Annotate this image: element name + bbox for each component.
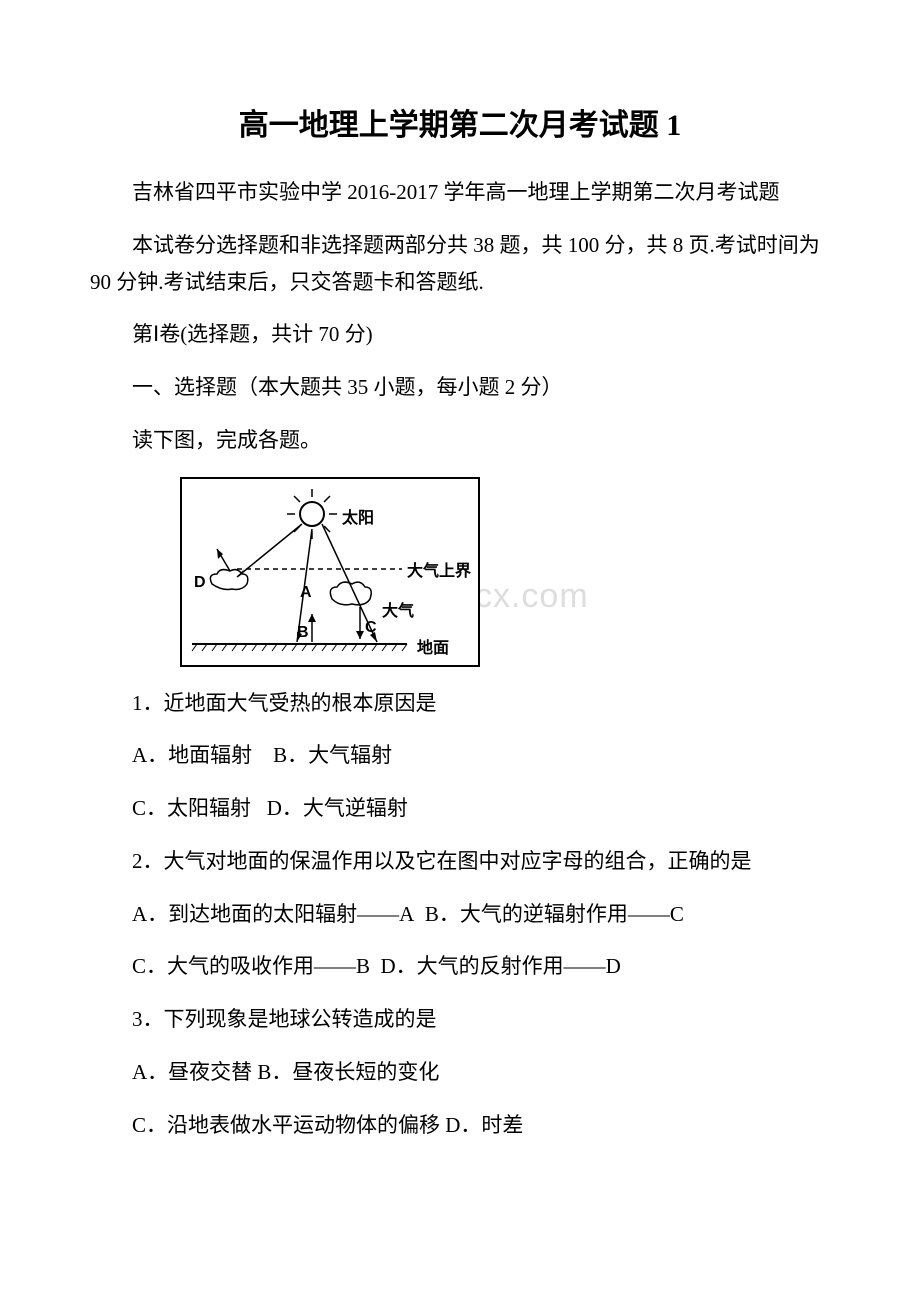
intro-paragraph-2: 本试卷分选择题和非选择题两部分共 38 题，共 100 分，共 8 页.考试时间… (90, 227, 830, 301)
atmosphere-top-label: 大气上界 (407, 557, 471, 581)
q3-stem: 3．下列现象是地球公转造成的是 (90, 1001, 830, 1038)
q1-option-a: A．地面辐射 (132, 743, 252, 767)
label-d: D (194, 574, 206, 592)
q1-stem: 1．近地面大气受热的根本原因是 (90, 685, 830, 722)
label-c: C (365, 619, 377, 637)
q3-options-row1: A．昼夜交替 B．昼夜长短的变化 (90, 1054, 830, 1091)
q3-option-b: B．昼夜长短的变化 (257, 1060, 439, 1084)
section-2-label: 一、选择题（本大题共 35 小题，每小题 2 分） (90, 369, 830, 406)
q2-options-row2: C．大气的吸收作用——B D．大气的反射作用——D (90, 948, 830, 985)
q1-option-b: B．大气辐射 (273, 743, 392, 767)
q2-stem: 2．大气对地面的保温作用以及它在图中对应字母的组合，正确的是 (90, 843, 830, 880)
q1-option-c: C．太阳辐射 (132, 796, 251, 820)
q3-option-a: A．昼夜交替 (132, 1060, 252, 1084)
q2-option-d: D．大气的反射作用——D (381, 954, 621, 978)
q2-option-c: C．大气的吸收作用——B (132, 954, 370, 978)
section-1-label: 第Ⅰ卷(选择题，共计 70 分) (90, 316, 830, 353)
q2-options-row1: A．到达地面的太阳辐射——A B．大气的逆辐射作用——C (90, 896, 830, 933)
page-title: 高一地理上学期第二次月考试题 1 (90, 100, 830, 144)
q1-options-row1: A．地面辐射 B．大气辐射 (90, 737, 830, 774)
sun-label: 太阳 (342, 504, 374, 528)
radiation-diagram: 太阳 大气上界 大气 地面 A B C D (180, 477, 480, 667)
atmosphere-label: 大气 (382, 597, 414, 621)
q2-option-a: A．到达地面的太阳辐射——A (132, 902, 414, 926)
label-a: A (300, 584, 312, 602)
q1-option-d: D．大气逆辐射 (267, 796, 408, 820)
intro-paragraph-1: 吉林省四平市实验中学 2016-2017 学年高一地理上学期第二次月考试题 (90, 174, 830, 211)
instruction-text: 读下图，完成各题。 (90, 422, 830, 459)
q3-option-c: C．沿地表做水平运动物体的偏移 (132, 1113, 440, 1137)
q3-option-d: D．时差 (445, 1113, 523, 1137)
q3-options-row2: C．沿地表做水平运动物体的偏移 D．时差 (90, 1107, 830, 1144)
q2-option-b: B．大气的逆辐射作用——C (425, 902, 684, 926)
label-b: B (297, 624, 309, 642)
diagram-container: www.bdocx.com (180, 477, 830, 667)
ground-label: 地面 (417, 634, 449, 658)
q1-options-row2: C．太阳辐射 D．大气逆辐射 (90, 790, 830, 827)
